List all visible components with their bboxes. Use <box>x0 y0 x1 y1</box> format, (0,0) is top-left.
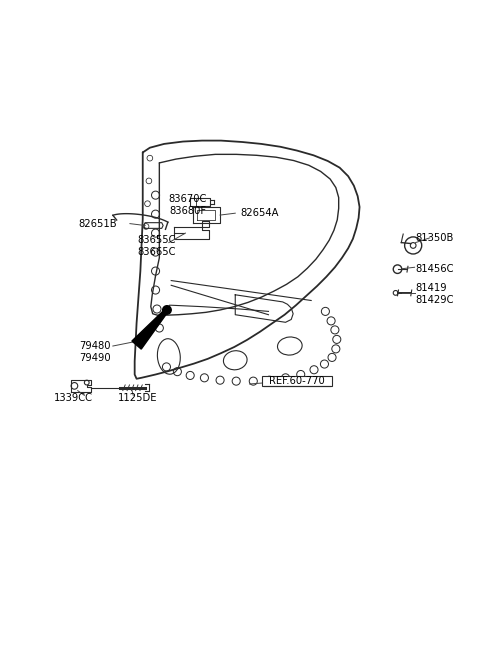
Text: REF.60-770: REF.60-770 <box>269 376 325 386</box>
Text: 1339CC: 1339CC <box>53 393 93 403</box>
Text: 81456C: 81456C <box>416 264 454 274</box>
Circle shape <box>163 306 171 314</box>
Text: 1125DE: 1125DE <box>118 393 158 403</box>
Ellipse shape <box>277 337 302 355</box>
Text: REF.60-770: REF.60-770 <box>269 376 325 386</box>
Polygon shape <box>132 309 168 349</box>
Text: 81350B: 81350B <box>415 233 454 243</box>
Ellipse shape <box>223 351 247 370</box>
FancyBboxPatch shape <box>262 376 332 386</box>
Text: 81419
81429C: 81419 81429C <box>416 283 454 305</box>
Text: 79480
79490: 79480 79490 <box>80 340 111 363</box>
Text: 82651B: 82651B <box>78 218 117 229</box>
Ellipse shape <box>157 338 180 374</box>
Text: 83670C
83680F: 83670C 83680F <box>168 194 207 216</box>
Text: 83655C
83665C: 83655C 83665C <box>138 236 176 257</box>
Text: 82654A: 82654A <box>240 208 278 218</box>
